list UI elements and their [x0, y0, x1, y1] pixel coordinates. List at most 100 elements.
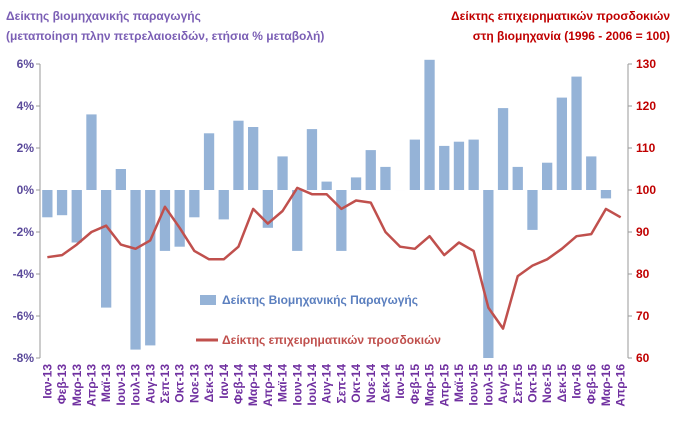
bar — [86, 114, 97, 190]
x-tick-label: Φεβ-16 — [584, 364, 598, 405]
bar — [42, 190, 53, 218]
bar — [292, 190, 303, 251]
x-tick-label: Φεβ-14 — [231, 364, 245, 405]
x-tick-label: Μαρ-15 — [423, 364, 437, 406]
x-tick-label: Δεκ-15 — [555, 364, 569, 403]
bar — [409, 139, 420, 190]
x-tick-label: Ιαν-15 — [393, 364, 407, 399]
bar — [380, 166, 391, 190]
x-tick-label: Νοε-14 — [364, 364, 378, 403]
x-tick-label: Νοε-13 — [187, 364, 201, 403]
y2-tick-label: 80 — [636, 267, 650, 281]
bar — [174, 190, 185, 247]
y-tick-label: 4% — [17, 99, 35, 113]
y-tick-label: 6% — [17, 57, 35, 71]
x-tick-label: Μαρ-13 — [70, 364, 84, 406]
y-tick-label: -8% — [13, 351, 35, 365]
legend-label: Δείκτης επιχειρηματικών προσδοκιών — [222, 333, 441, 347]
bar — [101, 190, 112, 308]
x-tick-label: Οκτ-15 — [525, 364, 539, 403]
x-tick-label: Αυγ-14 — [320, 364, 334, 404]
x-tick-label: Οκτ-14 — [349, 364, 363, 403]
bar — [56, 190, 68, 216]
x-tick-label: Μαρ-16 — [599, 364, 613, 406]
line — [47, 186, 622, 330]
x-tick-label: Αυγ-15 — [496, 364, 510, 404]
bar — [453, 141, 465, 190]
bar — [233, 120, 244, 190]
y2-tick-label: 110 — [636, 141, 656, 155]
x-tick-label: Απρ-15 — [437, 364, 451, 407]
x-tick-label: Μαϊ-13 — [99, 364, 113, 402]
y-tick-label: 0% — [17, 183, 35, 197]
bar — [439, 145, 450, 190]
bar — [336, 190, 347, 251]
bar — [218, 190, 229, 220]
bar — [277, 156, 288, 190]
bar — [262, 190, 273, 228]
x-tick-label: Ιουλ-13 — [129, 364, 143, 406]
x-tick-label: Ιουν-15 — [467, 364, 481, 406]
x-tick-label: Ιουλ-14 — [305, 364, 319, 406]
y2-tick-label: 130 — [636, 57, 656, 71]
bar — [145, 190, 156, 346]
bar — [527, 190, 538, 230]
bar — [468, 139, 479, 190]
bar — [497, 108, 509, 190]
x-tick-label: Απρ-14 — [261, 364, 275, 407]
bar — [542, 162, 553, 190]
x-tick-label: Απρ-13 — [84, 364, 98, 407]
y2-tick-label: 60 — [636, 351, 650, 365]
x-tick-label: Σεπ-14 — [334, 364, 348, 404]
bar — [600, 190, 612, 199]
x-tick-label: Σεπ-13 — [158, 364, 172, 404]
bar — [159, 190, 171, 251]
x-tick-label: Αυγ-13 — [143, 364, 157, 404]
y2-tick-label: 90 — [636, 225, 650, 239]
bar — [350, 177, 362, 190]
right-title: Δείκτης επιχειρηματικών προσδοκιών — [451, 9, 670, 23]
x-tick-label: Φεβ-15 — [408, 364, 422, 405]
x-tick-label: Ιουν-13 — [114, 364, 128, 406]
bar — [365, 150, 376, 190]
bar — [189, 190, 200, 218]
x-tick-label: Οκτ-13 — [173, 364, 187, 403]
bar — [556, 97, 567, 190]
x-tick-label: Δεκ-14 — [378, 364, 392, 403]
x-tick-label: Ιουλ-15 — [481, 364, 495, 406]
bar — [424, 59, 435, 190]
x-tick-label: Δεκ-13 — [202, 364, 216, 403]
y-tick-label: -6% — [13, 309, 35, 323]
x-tick-label: Απρ-16 — [614, 364, 628, 407]
bar — [306, 129, 318, 190]
y2-tick-label: 120 — [636, 99, 656, 113]
y2-tick-label: 70 — [636, 309, 650, 323]
x-tick-label: Νοε-15 — [540, 364, 554, 403]
x-tick-label: Ιαν-14 — [217, 364, 231, 399]
left-title: Δείκτης βιομηχανικής παραγωγής — [6, 9, 201, 23]
bar — [571, 76, 582, 190]
bar — [130, 190, 141, 350]
left-subtitle: (μεταποίηση πλην πετρελαιοειδών, ετήσια … — [6, 29, 324, 43]
x-tick-label: Ιαν-13 — [40, 364, 54, 399]
y-tick-label: -2% — [13, 225, 35, 239]
bar — [512, 166, 523, 190]
x-tick-label: Μαρ-14 — [246, 364, 260, 406]
x-tick-label: Ιουν-14 — [290, 364, 304, 406]
x-tick-label: Σεπ-15 — [511, 364, 525, 404]
x-tick-label: Μαϊ-15 — [452, 364, 466, 402]
bar — [248, 127, 259, 190]
legend-label: Δείκτης Βιομηχανικής Παραγωγής — [222, 293, 418, 307]
bar — [483, 190, 494, 358]
y-tick-label: -4% — [13, 267, 35, 281]
x-tick-label: Ιαν-16 — [570, 364, 584, 399]
legend-swatch — [200, 295, 216, 305]
bar — [203, 133, 215, 190]
bar — [115, 169, 126, 190]
bar — [321, 181, 332, 190]
x-tick-label: Φεβ-13 — [55, 364, 69, 405]
x-tick-label: Μαϊ-14 — [276, 364, 290, 402]
y-tick-label: 2% — [17, 141, 35, 155]
right-subtitle: στη βιομηχανία (1996 - 2006 = 100) — [473, 29, 670, 43]
